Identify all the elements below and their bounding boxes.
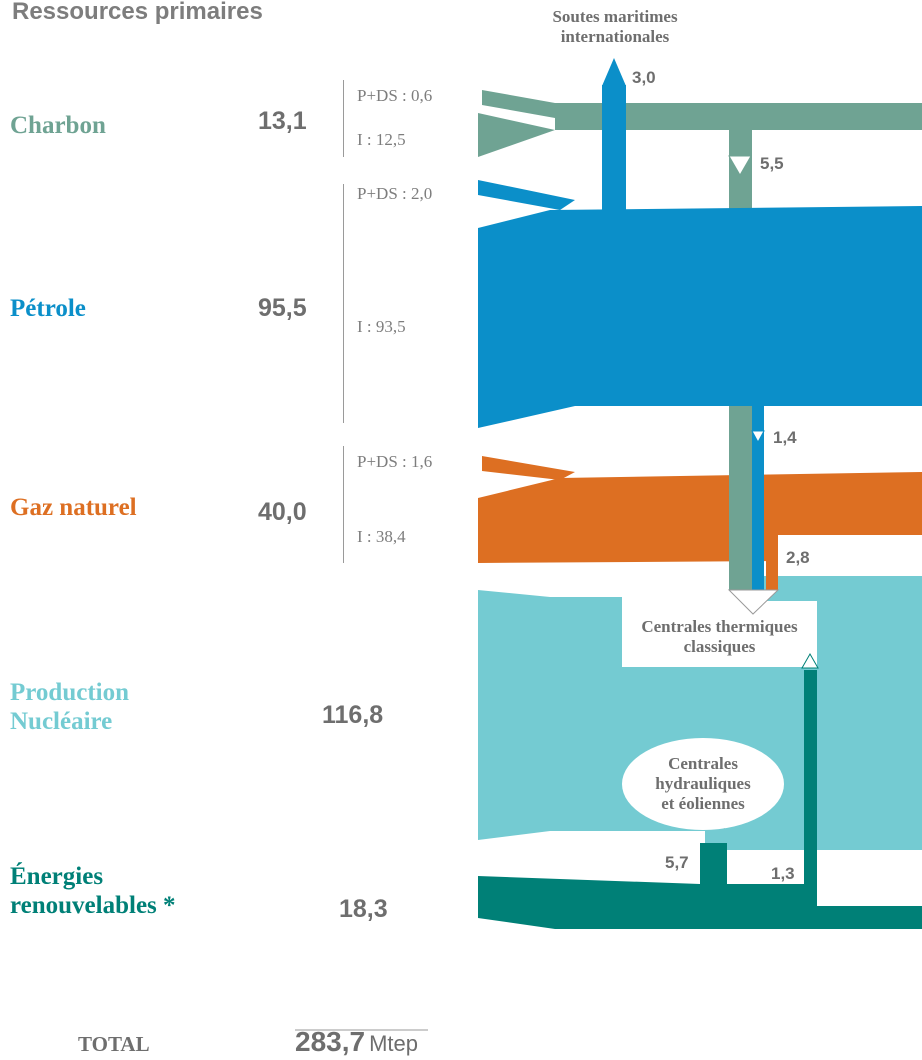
thermiques-label-line1: Centrales thermiques	[641, 617, 798, 636]
gaz-split-import: I : 38,4	[357, 527, 406, 546]
renouv-thermique-arrowhead	[801, 652, 819, 669]
gaz-bracket	[343, 446, 344, 563]
hydro-eolien-value: 5,7	[665, 853, 689, 872]
petrole-bracket	[343, 184, 344, 423]
gaz-split-prod: P+DS : 1,6	[357, 452, 433, 471]
charbon-split-prod: P+DS : 0,6	[357, 86, 433, 105]
gaz-thermique-value: 2,8	[786, 548, 810, 567]
charbon-thermique-value: 5,5	[760, 154, 784, 173]
flow-gaz-prod	[482, 456, 575, 480]
total-label: TOTAL	[78, 1032, 150, 1056]
flow-soutes	[602, 85, 626, 210]
renouvelables-value: 18,3	[339, 895, 388, 923]
flow-gaz-thermique	[766, 535, 778, 590]
total-value: 283,7	[295, 1026, 366, 1057]
flow-charbon-import	[478, 113, 555, 157]
nucleaire-label-line2: Nucléaire	[10, 708, 113, 735]
renouv-thermique-value: 1,3	[771, 864, 795, 883]
thermiques-node-box	[622, 601, 817, 667]
charbon-split-import: I : 12,5	[357, 130, 406, 149]
hydro-label-line2: hydrauliques	[655, 774, 751, 793]
charbon-label: Charbon	[10, 112, 106, 139]
thermiques-label: Centrales thermiques classiques	[622, 617, 817, 657]
hydro-label: Centrales hydrauliques et éoliennes	[622, 754, 784, 814]
flow-petrole-import	[478, 206, 922, 428]
petrole-split-import: I : 93,5	[357, 317, 406, 336]
gaz-value: 40,0	[258, 498, 307, 526]
nucleaire-label-line1: Production	[10, 679, 129, 706]
total-figure: 283,7 Mtep	[295, 1026, 418, 1058]
flow-gaz-import	[478, 472, 922, 563]
petrole-value: 95,5	[258, 294, 307, 322]
renouvelables-label: Énergies renouvelables *	[10, 862, 176, 920]
charbon-thermique-arrowhead	[728, 155, 752, 176]
charbon-value: 13,1	[258, 107, 307, 135]
total-unit: Mtep	[369, 1031, 418, 1056]
hydro-label-line3: et éoliennes	[661, 794, 745, 813]
flow-renouvelables	[478, 670, 922, 929]
soutes-value: 3,0	[632, 68, 656, 87]
flow-petrole-prod	[478, 180, 575, 210]
petrole-thermique-arrowhead	[751, 430, 765, 444]
nucleaire-label: Production Nucléaire	[10, 678, 129, 736]
thermiques-label-line2: classiques	[683, 637, 756, 656]
petrole-split-prod: P+DS : 2,0	[357, 184, 433, 203]
soutes-arrowhead	[602, 58, 626, 86]
thermiques-arrowhead	[727, 589, 780, 615]
flow-charbon-prod	[482, 90, 555, 118]
petrole-label: Pétrole	[10, 295, 86, 322]
hydro-label-line1: Centrales	[668, 754, 738, 773]
nucleaire-value: 116,8	[322, 701, 384, 729]
renouvelables-label-line1: Énergies	[10, 863, 104, 890]
soutes-label-line2: internationales	[560, 27, 670, 46]
gaz-label: Gaz naturel	[10, 494, 137, 521]
hydro-node	[622, 738, 784, 830]
soutes-label-line1: Soutes maritimes	[552, 7, 678, 26]
charbon-bracket	[343, 80, 344, 157]
page-title: Ressources primaires	[12, 0, 263, 25]
renouvelables-label-line2: renouvelables *	[10, 892, 176, 919]
petrole-thermique-value: 1,4	[773, 428, 797, 447]
soutes-label: Soutes maritimes internationales	[520, 7, 710, 47]
